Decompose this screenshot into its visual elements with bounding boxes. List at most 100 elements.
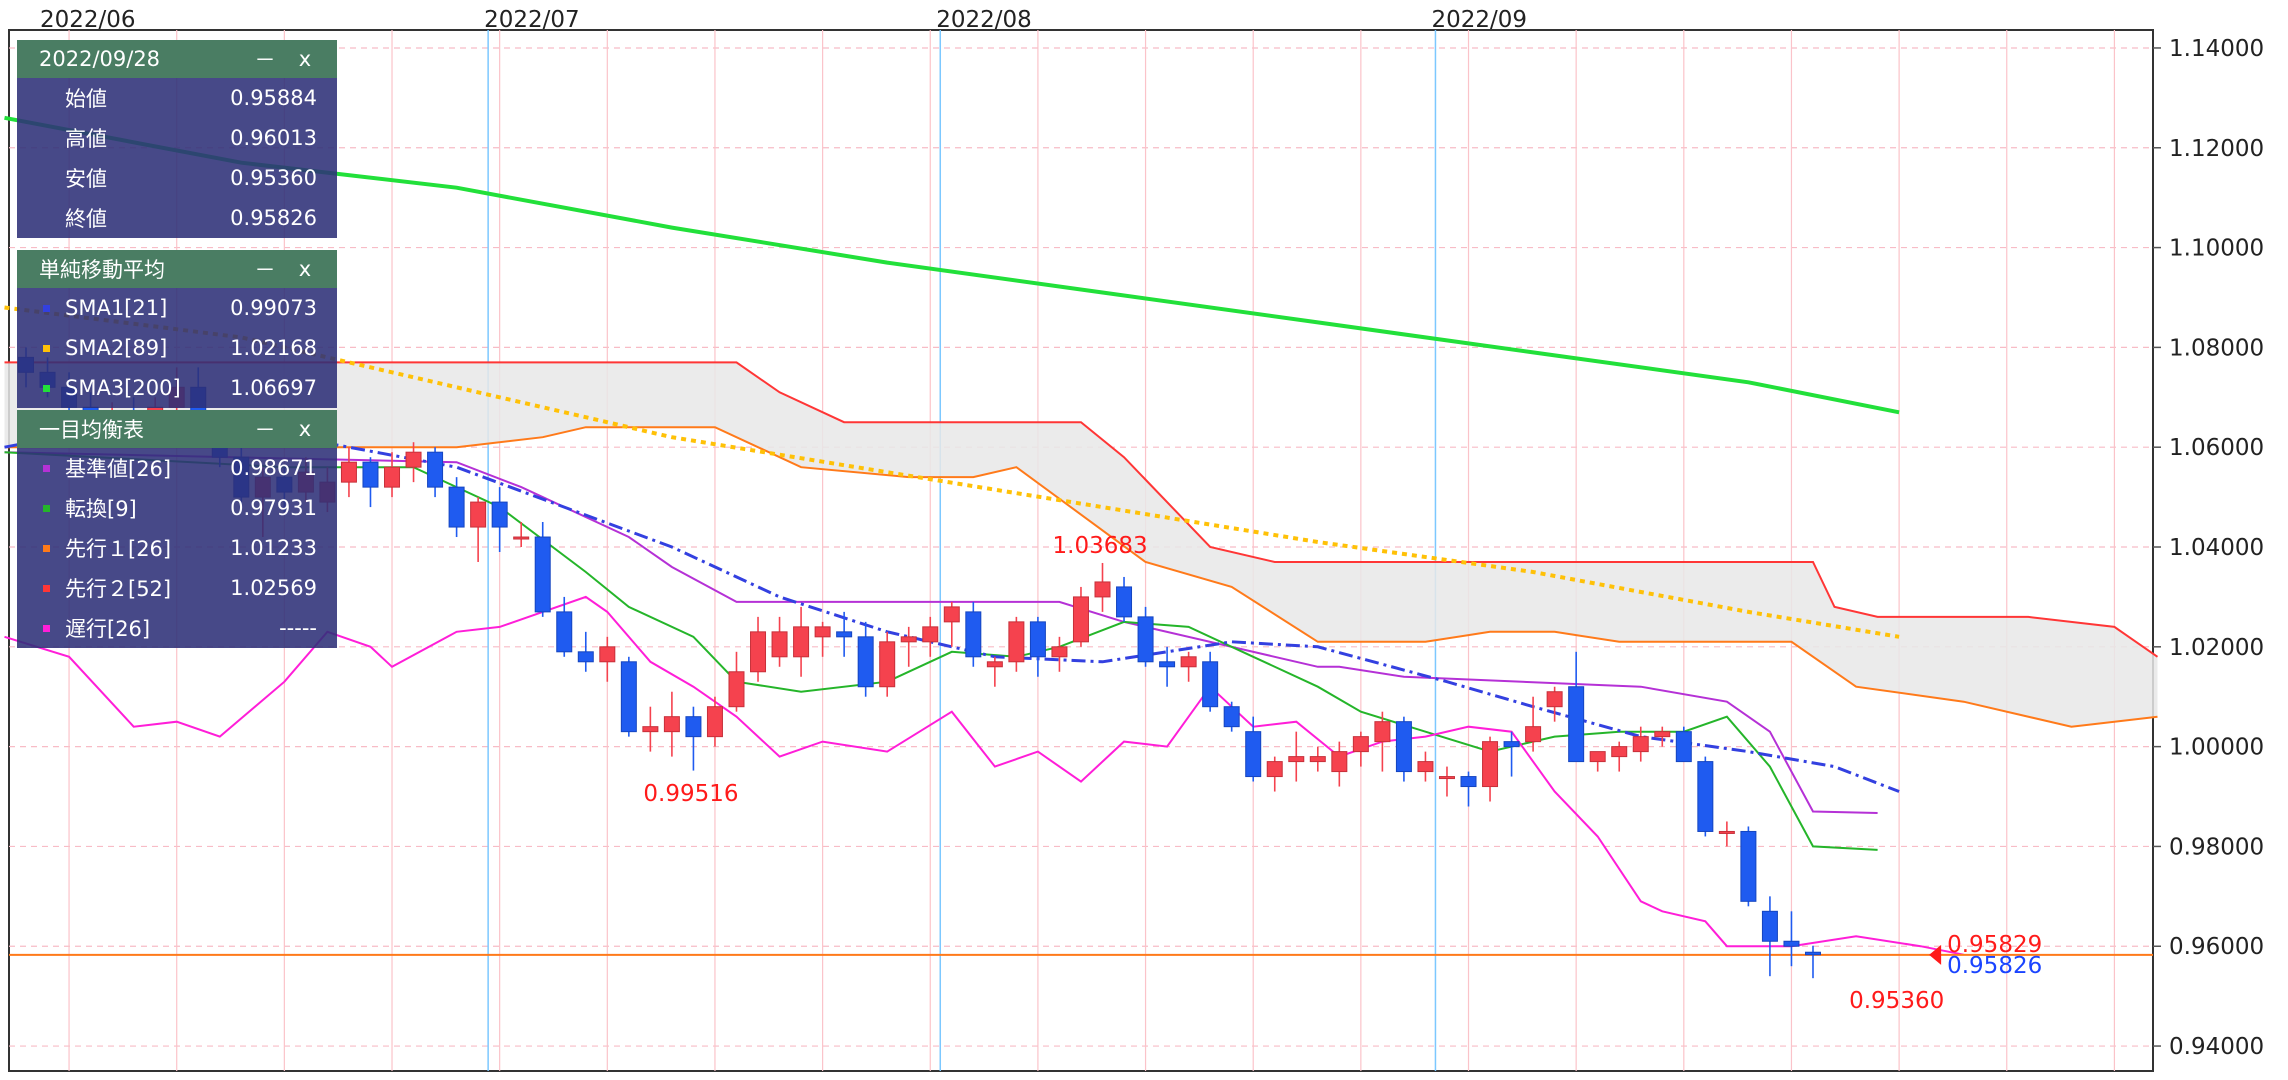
candle-body — [1072, 596, 1089, 643]
ichimoku-panel-close-button[interactable]: x — [298, 417, 312, 441]
candle-body — [1331, 751, 1348, 773]
tenkan-label: 転換[9] — [65, 497, 137, 521]
candle-body — [1589, 751, 1606, 763]
sma1-swatch — [43, 304, 50, 312]
candle-body — [1740, 830, 1757, 902]
kijun-line — [4, 451, 1878, 814]
sma-panel-minimize-button[interactable]: － — [254, 258, 276, 282]
bid-price-label: 0.95826 — [1947, 953, 2042, 979]
chikou-label: 遅行[26] — [65, 617, 151, 641]
sma-panel: 単純移動平均 － x SMA1[21] 0.99073 SMA2[89] 1.021… — [17, 250, 337, 408]
candle-body — [663, 716, 680, 733]
sma3-swatch — [43, 384, 50, 392]
ohlc-row-high: 高値 0.96013 — [17, 118, 337, 158]
candle-body — [1051, 646, 1068, 658]
senkou2-label: 先行２[52] — [65, 577, 172, 601]
candle-body — [1611, 746, 1628, 758]
candle-body — [642, 726, 659, 733]
senkou2-line — [4, 361, 2159, 658]
candle-body — [1180, 656, 1197, 668]
ohlc-low-value: 0.95360 — [230, 166, 317, 190]
candle-body — [922, 626, 939, 643]
chikou-line — [4, 595, 1964, 956]
sma2-row: SMA2[89] 1.02168 — [17, 328, 337, 368]
sma1-label: SMA1[21] — [65, 296, 168, 320]
candle-body — [534, 536, 551, 613]
senkou2-swatch — [43, 584, 50, 592]
candle-body — [362, 461, 379, 488]
tenkan-value: 0.97931 — [230, 496, 317, 520]
candle-body — [1675, 731, 1692, 763]
candle-body — [1223, 706, 1240, 728]
senkou2-row: 先行２[52] 1.02569 — [17, 568, 337, 608]
candle-body — [599, 646, 616, 663]
y-tick-label: 1.08000 — [2169, 335, 2264, 361]
ohlc-panel-minimize-button[interactable]: － — [254, 48, 276, 72]
month-label: 2022/07 — [484, 7, 580, 33]
candle-body — [965, 611, 982, 658]
sma2-line — [4, 305, 1900, 639]
sma3-value: 1.06697 — [230, 376, 317, 400]
y-tick-label: 1.06000 — [2169, 435, 2264, 461]
ohlc-high-label: 高値 — [65, 127, 107, 151]
senkou1-label: 先行１[26] — [65, 537, 172, 561]
extreme-label: 0.99516 — [643, 781, 738, 807]
y-tick-label: 1.02000 — [2169, 635, 2264, 661]
candle-body — [1245, 731, 1262, 778]
candle-body — [1137, 616, 1154, 663]
candle-body — [1438, 776, 1455, 780]
sma-panel-close-button[interactable]: x — [298, 257, 312, 281]
ohlc-row-low: 安値 0.95360 — [17, 158, 337, 198]
ohlc-panel-close-button[interactable]: x — [298, 47, 312, 71]
sma3-label: SMA3[200] — [65, 376, 181, 400]
candle-body — [1417, 761, 1434, 773]
candle-body — [1761, 910, 1778, 942]
candle-body — [793, 626, 810, 658]
ohlc-panel-title: 2022/09/28 — [39, 47, 161, 71]
candle-body — [1482, 741, 1499, 788]
sma-panel-header: 単純移動平均 － x — [17, 250, 337, 288]
candle-body — [384, 466, 401, 488]
sma2-swatch — [43, 344, 50, 352]
sma1-line — [4, 420, 1900, 793]
candle-body — [1783, 940, 1800, 947]
ohlc-panel-header: 2022/09/28 － x — [17, 40, 337, 78]
candle-body — [1697, 761, 1714, 832]
sma3-row: SMA3[200] 1.06697 — [17, 368, 337, 408]
chikou-value: ----- — [279, 616, 317, 640]
kijun-swatch — [43, 464, 50, 472]
candle-body — [1374, 721, 1391, 743]
sma-panel-title: 単純移動平均 — [39, 258, 165, 282]
tenkan-row: 転換[9] 0.97931 — [17, 488, 337, 528]
candle-body — [556, 611, 573, 653]
candle-body — [1116, 586, 1133, 618]
candle-body — [1654, 731, 1671, 738]
senkou1-swatch — [43, 544, 50, 552]
sma2-value: 1.02168 — [230, 336, 317, 360]
ichimoku-panel-minimize-button[interactable]: － — [254, 418, 276, 442]
candle-body — [1460, 776, 1477, 788]
y-tick-label: 1.12000 — [2169, 136, 2264, 162]
y-tick-label: 0.96000 — [2169, 934, 2264, 960]
ohlc-panel: 2022/09/28 － x 始値 0.95884 高値 0.96013 安値 0.9… — [17, 40, 337, 238]
candle-body — [1525, 726, 1542, 743]
ohlc-close-label: 終値 — [65, 207, 107, 231]
ichimoku-panel-title: 一目均衡表 — [39, 418, 144, 442]
extreme-label: 1.03683 — [1053, 533, 1148, 559]
candle-body — [1718, 830, 1735, 834]
ohlc-high-value: 0.96013 — [230, 126, 317, 150]
candle-body — [1159, 661, 1176, 668]
senkou1-row: 先行１[26] 1.01233 — [17, 528, 337, 568]
candle-body — [470, 501, 487, 528]
ohlc-row-close: 終値 0.95826 — [17, 198, 337, 238]
month-label: 2022/09 — [1431, 7, 1527, 33]
candle-body — [1546, 691, 1563, 708]
candle-body — [900, 636, 917, 643]
candle-body — [1029, 621, 1046, 658]
price-marker-icon — [1929, 944, 1942, 965]
plot-area — [8, 29, 2154, 1072]
candle-body — [750, 631, 767, 673]
ohlc-low-label: 安値 — [65, 167, 107, 191]
month-label: 2022/06 — [40, 7, 136, 33]
